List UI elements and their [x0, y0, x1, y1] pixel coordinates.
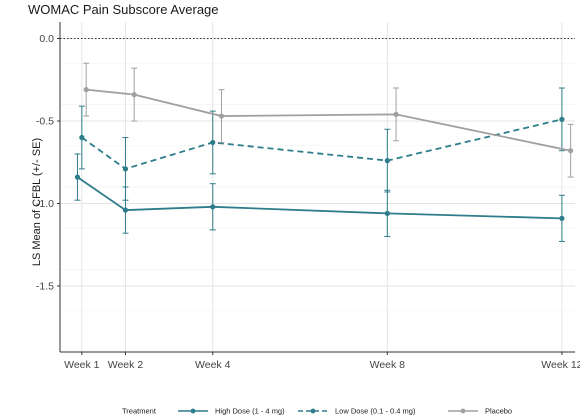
series-line [86, 88, 571, 152]
data-point [568, 148, 574, 154]
x-tick-label: Week 4 [195, 359, 231, 371]
chart-title: WOMAC Pain Subscore Average [28, 2, 219, 17]
legend-key-point [310, 408, 316, 414]
data-point [384, 158, 390, 164]
data-point [393, 111, 399, 117]
legend: Treatment High Dose (1 - 4 mg) Low Dose (0… [122, 407, 512, 416]
y-axis-title: LS Mean of CFBL (+/- SE) [31, 138, 43, 266]
legend-key-point [460, 408, 466, 414]
data-point [74, 174, 81, 180]
legend-label: Placebo [485, 407, 512, 416]
data-point [79, 134, 85, 141]
data-point [210, 139, 216, 146]
data-point [559, 215, 565, 221]
x-tick-label: Week 12 [541, 359, 580, 371]
series-line [76, 176, 562, 220]
grid [60, 22, 575, 353]
y-tick-label: -1.0 [36, 198, 54, 210]
data-point [384, 210, 390, 216]
data-point [559, 116, 565, 122]
data-point [83, 87, 89, 93]
data-point [218, 113, 225, 119]
x-tick-label: Week 8 [370, 359, 406, 371]
series-line [81, 118, 563, 170]
data-point [122, 207, 129, 213]
x-tick-label: Week 2 [108, 359, 144, 371]
data-point [210, 204, 216, 210]
series-1 [74, 153, 565, 242]
data-point [122, 166, 129, 172]
legend-label: Low Dose (0.1 - 0.4 mg) [335, 407, 416, 416]
y-tick-label: -0.5 [36, 116, 54, 128]
x-tick-label: Week 1 [64, 359, 100, 371]
series-3 [83, 62, 574, 178]
y-tick-label: -1.5 [36, 281, 54, 293]
legend-label: High Dose (1 - 4 mg) [215, 407, 285, 416]
legend-key-point [190, 408, 196, 414]
axes: 0.0 -0.5 -1.0 -1.5 Week 1 Week 2 Week 4 Week 8 W… [36, 22, 580, 371]
y-tick-label: 0.0 [39, 33, 54, 45]
series-2 [78, 87, 565, 201]
legend-title: Treatment [122, 407, 157, 416]
series-group [74, 62, 574, 242]
data-point [131, 92, 137, 98]
